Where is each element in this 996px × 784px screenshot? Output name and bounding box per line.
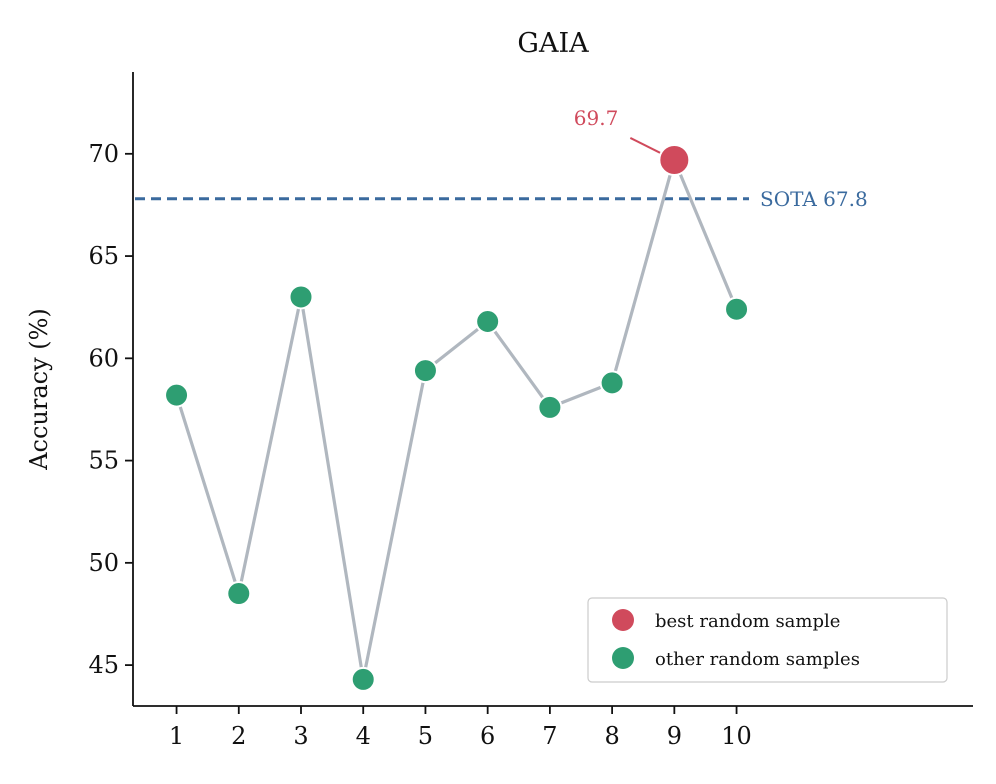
- legend-label-best: best random sample: [655, 611, 840, 632]
- series-segment: [610, 158, 676, 385]
- data-point: [412, 358, 438, 384]
- data-point: [350, 666, 376, 692]
- y-tick-label: 50: [88, 549, 119, 577]
- data-point: [599, 370, 625, 396]
- best-annotation-leader: [629, 137, 665, 156]
- legend-frame: [587, 597, 948, 683]
- x-tick-label: 10: [721, 722, 752, 750]
- y-tick-label: 45: [88, 651, 119, 679]
- y-tick-label: 60: [88, 344, 119, 372]
- data-point: [537, 394, 563, 420]
- sota-reference-label: SOTA 67.8: [760, 187, 868, 211]
- y-tick-label: 65: [88, 242, 119, 270]
- data-point: [226, 581, 252, 607]
- best-data-point: [658, 143, 691, 176]
- y-ticks: 45 50 55 60 65 70: [88, 140, 133, 679]
- legend-marker-other: [612, 647, 634, 669]
- y-axis-label: Accuracy (%): [25, 308, 53, 471]
- series-segment: [299, 295, 365, 682]
- legend: best random sample other random samples: [587, 597, 948, 683]
- series-line: [174, 158, 739, 682]
- series-segment: [361, 368, 428, 682]
- data-point: [724, 296, 750, 322]
- data-point: [288, 284, 314, 310]
- series-segment: [237, 295, 303, 596]
- series-segment: [423, 319, 490, 373]
- x-tick-label: 2: [231, 722, 246, 750]
- chart-title: GAIA: [517, 28, 589, 59]
- sota-reference: SOTA 67.8: [135, 187, 868, 211]
- axes: [132, 72, 973, 707]
- series-segment: [486, 319, 552, 410]
- y-tick-label: 70: [88, 140, 119, 168]
- x-tick-label: 9: [667, 722, 682, 750]
- data-point: [475, 309, 501, 335]
- best-annotation: 69.7: [574, 106, 665, 156]
- x-tick-label: 7: [542, 722, 557, 750]
- series-segment: [672, 158, 739, 311]
- data-points: [164, 143, 750, 692]
- legend-label-other: other random samples: [655, 649, 860, 670]
- legend-marker-best: [612, 609, 634, 631]
- x-tick-label: 5: [418, 722, 433, 750]
- data-point: [164, 382, 190, 408]
- x-tick-label: 8: [604, 722, 619, 750]
- x-tick-label: 6: [480, 722, 495, 750]
- y-tick-label: 55: [88, 447, 119, 475]
- x-tick-label: 4: [356, 722, 371, 750]
- x-ticks: 1 2 3 4 5 6 7 8 9 10: [169, 706, 752, 750]
- series-segment: [174, 393, 241, 596]
- best-annotation-label: 69.7: [574, 106, 619, 130]
- x-tick-label: 1: [169, 722, 184, 750]
- x-tick-label: 3: [293, 722, 308, 750]
